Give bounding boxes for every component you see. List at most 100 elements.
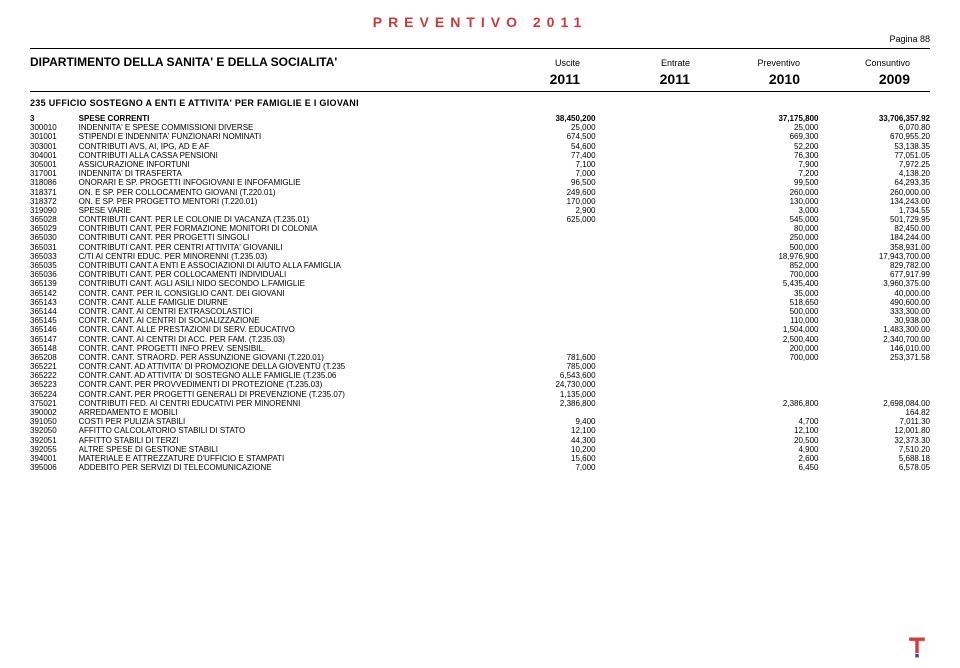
row-code: 365144 (30, 307, 79, 316)
table-row: 365145CONTR. CANT. AI CENTRI DI SOCIALIZ… (30, 316, 930, 325)
row-entrate (596, 206, 707, 215)
row-code: 301001 (30, 132, 79, 141)
row-uscite (484, 408, 595, 417)
row-code: 303001 (30, 142, 79, 151)
row-code: 318372 (30, 197, 79, 206)
page-title: PREVENTIVO 2011 (30, 14, 930, 30)
table-row: 392050AFFITTO CALCOLATORIO STABILI DI ST… (30, 426, 930, 435)
row-uscite: 2,386,800 (484, 399, 595, 408)
row-code: 392051 (30, 436, 79, 445)
row-preventivo: 700,000 (707, 353, 818, 362)
row-consuntivo: 260,000.00 (818, 188, 930, 197)
row-preventivo: 1,504,000 (707, 325, 818, 334)
section-heading: 235 UFFICIO SOSTEGNO A ENTI E ATTIVITA' … (30, 98, 930, 108)
table-row: 365222CONTR.CANT. AD ATTIVITA' DI SOSTEG… (30, 371, 930, 380)
row-desc: ON. E SP. PER PROGETTO MENTORI (T.220.01… (79, 197, 484, 206)
row-uscite (484, 325, 595, 334)
row-desc: CONTRIBUTI CANT. PER FORMAZIONE MONITORI… (79, 224, 484, 233)
row-consuntivo: 829,782.00 (818, 261, 930, 270)
row-desc: COSTI PER PULIZIA STABILI (79, 417, 484, 426)
row-entrate (596, 298, 707, 307)
row-code: 375021 (30, 399, 79, 408)
row-desc: CONTRIBUTI CANT. PER CENTRI ATTIVITA' GI… (79, 243, 484, 252)
ticino-logo-icon (904, 634, 930, 660)
row-preventivo (707, 408, 818, 417)
row-code: 365143 (30, 298, 79, 307)
row-uscite (484, 307, 595, 316)
row-consuntivo: 17,943,700.00 (818, 252, 930, 261)
row-code: 392055 (30, 445, 79, 454)
table-row: 365033C/TI AI CENTRI EDUC. PER MINORENNI… (30, 252, 930, 261)
row-consuntivo (818, 390, 930, 399)
row-entrate (596, 380, 707, 389)
row-consuntivo: 358,931.00 (818, 243, 930, 252)
row-uscite: 625,000 (484, 215, 595, 224)
row-desc: CONTR.CANT. PER PROVVEDIMENTI DI PROTEZI… (79, 380, 484, 389)
year-3: 2010 (690, 71, 800, 87)
row-consuntivo: 1,483,300.00 (818, 325, 930, 334)
row-uscite: 96,500 (484, 178, 595, 187)
row-desc: CONTR.CANT. PER PROGETTI GENERALI DI PRE… (79, 390, 484, 399)
row-code: 3 (30, 114, 79, 123)
row-consuntivo: 501,729.95 (818, 215, 930, 224)
row-preventivo: 110,000 (707, 316, 818, 325)
row-consuntivo: 77,051.05 (818, 151, 930, 160)
row-preventivo: 130,000 (707, 197, 818, 206)
row-desc: CONTR. CANT. ALLE FAMIGLIE DIURNE (79, 298, 484, 307)
divider-top (30, 48, 930, 49)
row-preventivo: 12,100 (707, 426, 818, 435)
divider-header (30, 91, 930, 92)
row-uscite (484, 316, 595, 325)
row-code: 365036 (30, 270, 79, 279)
col-header-preventivo: Preventivo (690, 58, 800, 68)
row-uscite (484, 261, 595, 270)
row-desc: CONTR. CANT. AI CENTRI DI SOCIALIZZAZION… (79, 316, 484, 325)
row-desc: CONTRIBUTI CANT.A ENTI E ASSOCIAZIONI DI… (79, 261, 484, 270)
row-code: 319090 (30, 206, 79, 215)
row-consuntivo: 82,450.00 (818, 224, 930, 233)
table-row: 305001ASSICURAZIONE INFORTUNI7,1007,9007… (30, 160, 930, 169)
table-row: 365029CONTRIBUTI CANT. PER FORMAZIONE MO… (30, 224, 930, 233)
row-entrate (596, 132, 707, 141)
table-row: 395006ADDEBITO PER SERVIZI DI TELECOMUNI… (30, 463, 930, 472)
row-uscite: 1,135,000 (484, 390, 595, 399)
row-uscite: 785,000 (484, 362, 595, 371)
row-uscite: 2,900 (484, 206, 595, 215)
row-preventivo: 700,000 (707, 270, 818, 279)
row-uscite (484, 224, 595, 233)
row-entrate (596, 114, 707, 123)
row-code: 365222 (30, 371, 79, 380)
row-code: 365035 (30, 261, 79, 270)
row-code: 365029 (30, 224, 79, 233)
table-row: 365035CONTRIBUTI CANT.A ENTI E ASSOCIAZI… (30, 261, 930, 270)
row-code: 318371 (30, 188, 79, 197)
row-entrate (596, 417, 707, 426)
row-consuntivo: 2,698,084.00 (818, 399, 930, 408)
row-desc: INDENNITA' E SPESE COMMISSIONI DIVERSE (79, 123, 484, 132)
row-consuntivo: 4,138.20 (818, 169, 930, 178)
row-preventivo (707, 362, 818, 371)
row-preventivo: 250,000 (707, 233, 818, 242)
row-preventivo: 20,500 (707, 436, 818, 445)
table-row: 365142CONTR. CANT. PER IL CONSIGLIO CANT… (30, 289, 930, 298)
row-consuntivo: 146,010.00 (818, 344, 930, 353)
row-entrate (596, 445, 707, 454)
row-uscite: 7,000 (484, 169, 595, 178)
row-uscite (484, 289, 595, 298)
table-row: 390002ARREDAMENTO E MOBILI164.82 (30, 408, 930, 417)
row-entrate (596, 142, 707, 151)
row-desc: SPESE CORRENTI (79, 114, 484, 123)
row-preventivo: 52,200 (707, 142, 818, 151)
row-entrate (596, 197, 707, 206)
row-entrate (596, 178, 707, 187)
row-preventivo (707, 371, 818, 380)
row-desc: CONTRIBUTI FED. AI CENTRI EDUCATIVI PER … (79, 399, 484, 408)
row-desc: ARREDAMENTO E MOBILI (79, 408, 484, 417)
row-desc: CONTR. CANT. AI CENTRI DI ACC. PER FAM. … (79, 335, 484, 344)
row-desc: ONORARI E SP. PROGETTI INFOGIOVANI E INF… (79, 178, 484, 187)
row-uscite: 7,100 (484, 160, 595, 169)
row-uscite: 170,000 (484, 197, 595, 206)
row-uscite: 77,400 (484, 151, 595, 160)
row-entrate (596, 335, 707, 344)
row-desc: CONTRIBUTI CANT. PER COLLOCAMENTI INDIVI… (79, 270, 484, 279)
